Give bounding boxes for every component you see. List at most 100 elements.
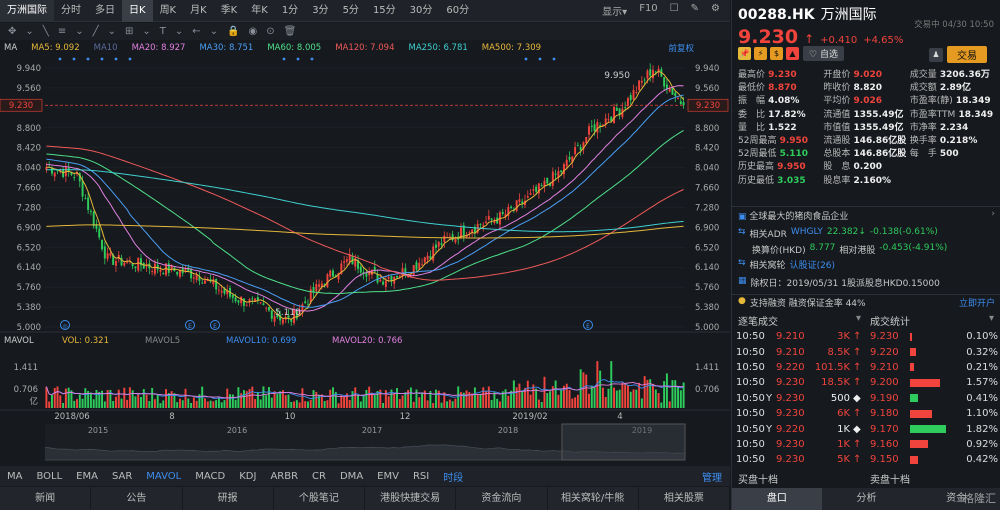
stat-label: 总股本 [823, 149, 851, 160]
indicator-boll[interactable]: BOLL [36, 470, 63, 482]
tab-8[interactable]: 1分 [281, 4, 299, 16]
bottom-nav-2[interactable]: 研报 [183, 487, 274, 510]
tool-icon-1[interactable]: ⌄ [25, 26, 34, 37]
right-nav-0[interactable]: 盘口 [732, 488, 822, 510]
indicator-kdj[interactable]: KDJ [239, 470, 257, 482]
tool-icon-3[interactable]: ≡ [57, 26, 67, 37]
tool-icon-9[interactable]: T [159, 26, 166, 37]
warrant-row[interactable]: ⇆ 相关窝轮 认股证(26) [732, 258, 1000, 271]
volume-bar [557, 394, 560, 408]
indicator-arbr[interactable]: ARBR [270, 470, 299, 482]
ticks-menu-icon[interactable]: ▾ [856, 313, 862, 324]
event-dot [100, 57, 104, 61]
tab-10[interactable]: 5分 [342, 4, 359, 16]
stat-menu-icon[interactable]: ▾ [989, 313, 995, 324]
tool-icon-6[interactable]: ⌄ [107, 26, 117, 37]
kline-chart[interactable]: 9.9409.9409.5609.5609.1809.1808.8008.800… [0, 40, 730, 466]
bottom-nav-1[interactable]: 公告 [91, 487, 183, 510]
candle-body [607, 119, 610, 121]
tool-icon-11[interactable]: ← [192, 26, 201, 37]
bottom-nav-6[interactable]: 相关窝轮/牛熊 [548, 487, 639, 510]
tab-12[interactable]: 30分 [409, 4, 433, 16]
kline-svg[interactable]: 9.9409.9409.5609.5609.1809.1808.8008.800… [0, 40, 730, 466]
edit-icon[interactable]: ✎ [690, 3, 700, 14]
settings-icon[interactable]: ⚙ [711, 3, 720, 14]
tick-time: 10:50 [736, 423, 765, 435]
volume-bar [588, 393, 590, 408]
indicator-ema[interactable]: EMA [76, 470, 98, 482]
stock-title-tab[interactable]: 万洲国际 [0, 0, 54, 22]
tab-9[interactable]: 3分 [312, 4, 329, 16]
ma-legend-7: MA250: 6.781 [408, 43, 468, 53]
volume-bar [242, 390, 245, 408]
tool-icon-4[interactable]: ⌄ [75, 26, 84, 37]
open-account-link[interactable]: 立即开户 [958, 299, 995, 309]
bottom-nav-5[interactable]: 资金流向 [456, 487, 548, 510]
candle-body [418, 263, 421, 269]
ma-legend-9[interactable]: 前复权 [668, 44, 694, 54]
tool-icon-10[interactable]: ⌄ [174, 26, 184, 37]
tool-icon-16[interactable]: 🗑 [283, 26, 297, 37]
tab-3[interactable]: 日K [122, 0, 153, 22]
right-nav-1[interactable]: 分析 [856, 493, 877, 504]
trade-button[interactable]: 交易 [947, 46, 987, 63]
sell-depth-label[interactable]: 卖盘十档 [870, 475, 910, 486]
indicator-macd[interactable]: MACD [195, 470, 226, 482]
f10-button[interactable]: F10 [639, 3, 658, 14]
tab-11[interactable]: 15分 [372, 4, 396, 16]
bottom-nav-4[interactable]: 港股快捷交易 [365, 487, 457, 510]
tool-icon-2[interactable]: ╲ [42, 26, 49, 37]
tool-icon-13[interactable]: 🔒 [227, 26, 240, 37]
candle-body [329, 270, 332, 277]
tool-icon-5[interactable]: ╱ [92, 26, 99, 37]
stat-row: 9.200 1.57% [870, 375, 998, 390]
adr-row[interactable]: ⇆ 相关ADR WHGLY 22.382↓ -0.138(-0.61%) [732, 227, 1000, 240]
indicator-ma[interactable]: MA [7, 470, 23, 482]
indicator-sar[interactable]: SAR [111, 470, 133, 482]
tool-icon-0[interactable]: ✥ [8, 26, 17, 37]
indicator-dma[interactable]: DMA [339, 470, 364, 482]
warrant-link[interactable]: 认股证(26) [789, 261, 836, 271]
indicator-时段[interactable]: 时段 [443, 472, 464, 484]
volume-bar [212, 401, 215, 408]
tab-2[interactable]: 多日 [95, 4, 115, 16]
watchlist-button[interactable]: ♡ 自选 [803, 46, 844, 61]
indicator-cr[interactable]: CR [312, 470, 326, 482]
display-menu[interactable]: 显示▾ [602, 7, 628, 18]
stat-cell: 历史最低 3.035 [738, 175, 823, 188]
candle-body [237, 300, 240, 303]
candle-body [551, 171, 554, 186]
volume-bar [268, 387, 270, 408]
tab-5[interactable]: 月K [190, 4, 207, 16]
bottom-nav-7[interactable]: 相关股票 [639, 487, 730, 510]
conv-row: 换算价(HKD) 8.777 相对港股 -0.453(-4.91%) [732, 243, 1000, 256]
tab-7[interactable]: 年K [251, 4, 268, 16]
candle-body [87, 197, 90, 210]
tool-icon-7[interactable]: ⊞ [125, 26, 134, 37]
tick-time: 10:50 [736, 392, 765, 404]
indicator-mavol[interactable]: MAVOL [146, 470, 182, 482]
tool-icon-12[interactable]: ⌄ [209, 26, 219, 37]
right-nav-2[interactable]: 资金 [946, 493, 967, 504]
bottom-nav-3[interactable]: 个股笔记 [274, 487, 365, 510]
tab-13[interactable]: 60分 [446, 4, 470, 16]
indicator-rsi[interactable]: RSI [412, 470, 430, 482]
buy-depth-label[interactable]: 买盘十档 [738, 475, 778, 486]
tab-1[interactable]: 分时 [61, 4, 81, 16]
tab-4[interactable]: 周K [159, 4, 177, 16]
tool-icon-15[interactable]: ⊙ [266, 26, 275, 37]
bottom-nav-0[interactable]: 新闻 [0, 487, 92, 510]
volume-bar [304, 401, 307, 408]
stat-value: 9.230 [765, 70, 797, 80]
tab-6[interactable]: 季K [220, 4, 238, 16]
candle-body [638, 80, 641, 91]
indicator-manage-button[interactable]: 管理 [702, 472, 722, 484]
event-dot [128, 57, 132, 61]
alert-icon[interactable]: ♟ [929, 47, 943, 62]
checkbox-icon[interactable]: ☐ [669, 3, 679, 14]
event-dot [282, 57, 286, 61]
company-tag-row[interactable]: ▣ 全球最大的猪肉食品企业 › [732, 206, 1000, 222]
indicator-emv[interactable]: EMV [377, 470, 399, 482]
tool-icon-8[interactable]: ⌄ [142, 26, 151, 37]
tool-icon-14[interactable]: ◉ [248, 26, 258, 37]
